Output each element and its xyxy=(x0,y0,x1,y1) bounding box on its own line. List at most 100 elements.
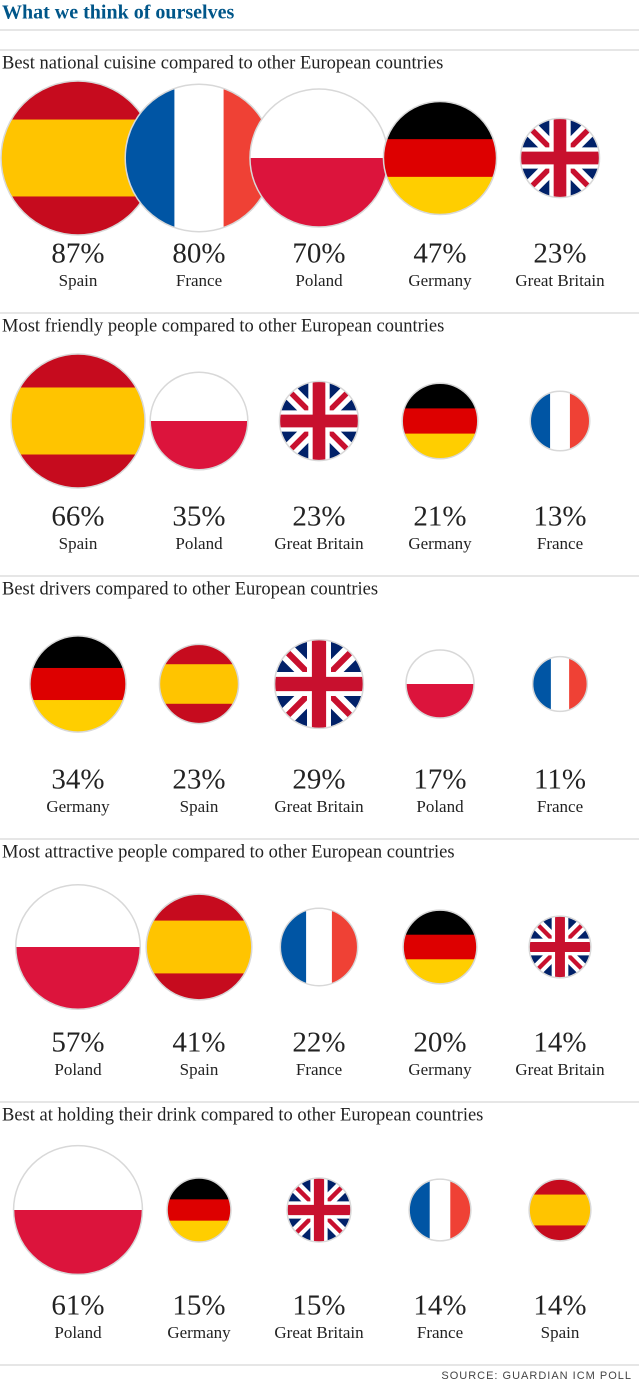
category-label: Spain xyxy=(59,534,98,553)
flag-stripe xyxy=(167,1178,231,1200)
bubble xyxy=(531,655,589,713)
value-label: 13% xyxy=(533,501,586,533)
category-label: Spain xyxy=(180,1060,219,1079)
value-label: 14% xyxy=(533,1027,586,1059)
flag-stripe xyxy=(529,1225,591,1241)
flag-stripe xyxy=(402,433,478,459)
value-label: 15% xyxy=(172,1290,225,1322)
category-label: Poland xyxy=(295,271,343,290)
value-label: 61% xyxy=(51,1290,104,1322)
category-label: France xyxy=(537,797,583,816)
flag-stripe xyxy=(405,684,475,719)
category-label: Great Britain xyxy=(274,1323,364,1342)
category-label: Great Britain xyxy=(515,1060,605,1079)
flag-stripe xyxy=(174,84,225,232)
value-label: 14% xyxy=(413,1290,466,1322)
flag-stripe xyxy=(529,1210,591,1226)
flag-stripe xyxy=(10,421,146,456)
bubble xyxy=(166,1177,232,1243)
flag-stripe xyxy=(249,88,389,159)
category-label: Great Britain xyxy=(515,271,605,290)
flag-stripe xyxy=(550,391,571,451)
flag-stripe xyxy=(13,1210,143,1275)
flag-stripe xyxy=(429,1179,451,1241)
value-label: 80% xyxy=(172,238,225,270)
flag-stripe xyxy=(1,196,155,235)
value-label: 20% xyxy=(413,1027,466,1059)
bubble xyxy=(405,649,475,719)
bubble xyxy=(528,1178,592,1242)
flag-stripe xyxy=(1,81,155,121)
category-label: Spain xyxy=(180,797,219,816)
value-label: 21% xyxy=(413,501,466,533)
category-label: France xyxy=(417,1323,463,1342)
flag-stripe xyxy=(15,947,141,1010)
bubble xyxy=(273,638,365,730)
flag-stripe xyxy=(146,973,252,1000)
flag-stripe xyxy=(167,1199,231,1222)
flag-stripe xyxy=(15,884,141,948)
flag-stripe xyxy=(146,947,252,974)
value-label: 29% xyxy=(292,764,345,796)
flag-stripe xyxy=(159,703,239,724)
value-label: 23% xyxy=(292,501,345,533)
value-label: 47% xyxy=(413,238,466,270)
value-label: 66% xyxy=(51,501,104,533)
category-label: Germany xyxy=(46,797,110,816)
flag xyxy=(520,118,600,198)
flag xyxy=(274,639,364,729)
flag-stripe xyxy=(159,644,239,665)
value-label: 22% xyxy=(292,1027,345,1059)
bubble xyxy=(10,353,146,489)
flag-stripe xyxy=(159,684,239,705)
flag-stripe xyxy=(306,908,333,986)
flag-stripe xyxy=(29,700,127,733)
value-label: 23% xyxy=(172,764,225,796)
category-label: Poland xyxy=(54,1060,102,1079)
flag-stripe xyxy=(383,176,497,215)
flag-stripe xyxy=(550,656,570,712)
chart-title: Best national cuisine compared to other … xyxy=(2,53,443,73)
flag-stripe xyxy=(569,391,590,451)
value-label: 34% xyxy=(51,764,104,796)
flag-stripe xyxy=(10,454,146,489)
bubble xyxy=(401,382,479,460)
bubble xyxy=(14,883,142,1011)
flag-stripe xyxy=(331,908,358,986)
flag-stripe xyxy=(10,387,146,422)
flag-stripe xyxy=(383,101,497,140)
bubble xyxy=(528,915,592,979)
page-title: What we think of ourselves xyxy=(2,2,234,24)
bubble xyxy=(278,380,360,462)
flag-stripe xyxy=(167,1220,231,1242)
flag-stripe xyxy=(402,408,478,435)
category-label: Spain xyxy=(541,1323,580,1342)
bubble xyxy=(519,117,601,199)
category-label: Poland xyxy=(416,797,464,816)
flag-stripe xyxy=(450,1179,471,1241)
value-label: 87% xyxy=(51,238,104,270)
bubble xyxy=(408,1178,472,1242)
flag-stripe xyxy=(13,1145,143,1211)
flag-stripe xyxy=(150,372,248,422)
flag-stripe xyxy=(403,934,477,960)
flag xyxy=(279,381,359,461)
flag-stripe xyxy=(402,383,478,409)
value-label: 70% xyxy=(292,238,345,270)
value-label: 57% xyxy=(51,1027,104,1059)
flag xyxy=(530,391,590,451)
flag xyxy=(287,1178,351,1242)
flag-stripe xyxy=(532,656,552,712)
flag-stripe xyxy=(146,920,252,948)
category-label: Germany xyxy=(408,534,472,553)
category-label: Germany xyxy=(408,271,472,290)
category-label: France xyxy=(537,534,583,553)
flag-stripe xyxy=(29,667,127,701)
chart-title: Most attractive people compared to other… xyxy=(2,842,455,862)
category-label: Germany xyxy=(167,1323,231,1342)
flag-stripe xyxy=(29,635,127,669)
flag-stripe xyxy=(150,421,248,470)
flag-stripe xyxy=(383,139,497,178)
flag-stripe xyxy=(403,959,477,984)
